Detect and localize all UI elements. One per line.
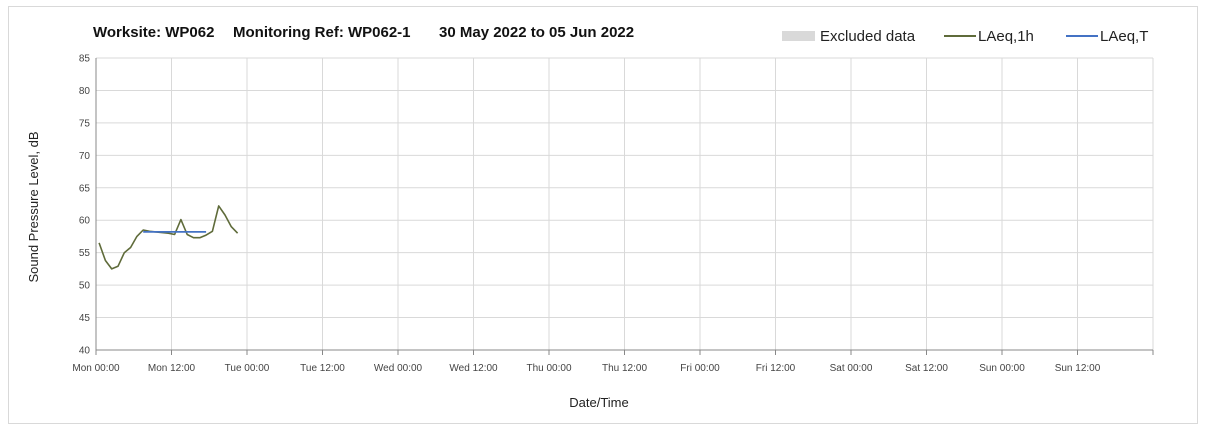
x-tick-label: Wed 00:00 <box>374 363 423 374</box>
x-tick-label: Fri 00:00 <box>680 363 720 374</box>
x-tick-label: Sat 00:00 <box>830 363 873 374</box>
y-tick-label: 40 <box>79 346 91 357</box>
x-tick-label: Sun 00:00 <box>979 363 1025 374</box>
axes <box>95 58 1154 355</box>
series-lines <box>98 205 239 270</box>
x-tick-label: Sat 12:00 <box>905 363 948 374</box>
x-axis-label: Date/Time <box>569 395 628 410</box>
y-tick-label: 65 <box>79 183 91 194</box>
x-tick-label: Mon 12:00 <box>148 363 196 374</box>
y-tick-label: 50 <box>79 281 91 292</box>
legend-laeq-1h-label: LAeq,1h <box>978 28 1034 45</box>
y-tick-label: 75 <box>79 118 91 129</box>
x-tick-label: Sun 12:00 <box>1055 363 1101 374</box>
y-tick-label: 60 <box>79 216 91 227</box>
date-range-title: 30 May 2022 to 05 Jun 2022 <box>439 24 634 41</box>
x-tick-label: Fri 12:00 <box>756 363 796 374</box>
y-tick-label: 85 <box>79 54 91 65</box>
x-tick-labels: Mon 00:00 Mon 12:00 Tue 00:00 Tue 12:00 Wed … <box>72 363 1100 374</box>
x-tick-label: Tue 00:00 <box>225 363 270 374</box>
x-tick-label: Tue 12:00 <box>300 363 345 374</box>
y-tick-labels: 40 45 50 55 60 65 70 75 80 85 <box>79 54 91 357</box>
legend-laeq-t-label: LAeq,T <box>1100 28 1148 45</box>
series-laeq-1h-line <box>98 205 239 270</box>
x-tick-label: Wed 12:00 <box>449 363 498 374</box>
y-axis-label: Sound Pressure Level, dB <box>26 131 41 282</box>
monitoring-ref-title: Monitoring Ref: WP062-1 <box>233 24 411 41</box>
grid-lines <box>96 57 1154 350</box>
worksite-title: Worksite: WP062 <box>93 24 214 41</box>
y-tick-label: 70 <box>79 151 91 162</box>
y-tick-label: 45 <box>79 313 91 324</box>
y-tick-label: 80 <box>79 86 91 97</box>
y-tick-label: 55 <box>79 248 91 259</box>
x-tick-label: Mon 00:00 <box>72 363 120 374</box>
x-tick-label: Thu 12:00 <box>602 363 647 374</box>
chart-frame <box>8 6 1198 424</box>
x-tick-label: Thu 00:00 <box>526 363 571 374</box>
legend-excluded-swatch <box>782 31 815 41</box>
legend-excluded-label: Excluded data <box>820 28 916 45</box>
